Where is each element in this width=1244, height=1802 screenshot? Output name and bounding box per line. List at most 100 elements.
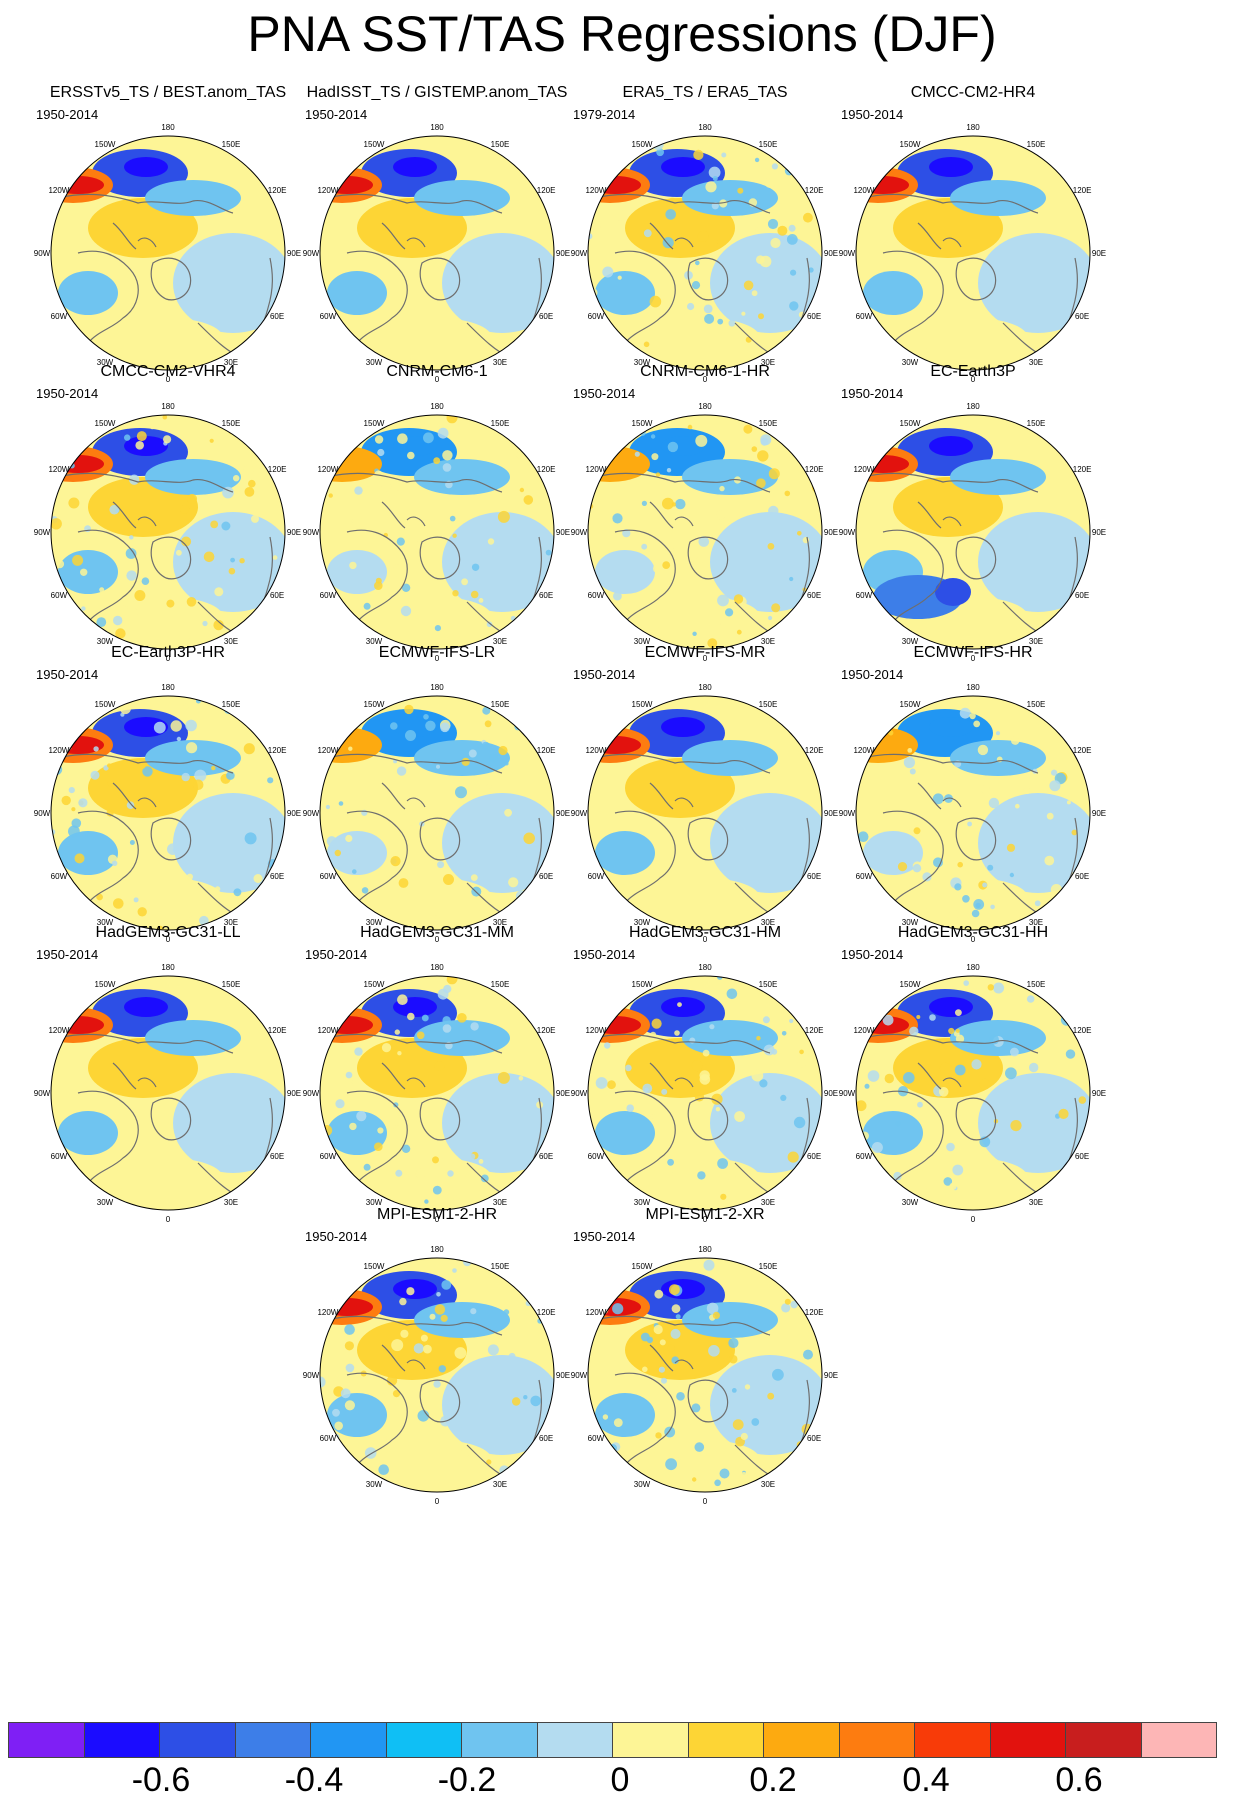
longitude-label: 30W [634,637,651,646]
polar-map: 180 150W 150E 120W 120E 90W 90E 60W 60E 30W 30E 0 [571,402,838,663]
longitude-label: 180 [698,963,712,972]
longitude-label: 180 [966,683,980,692]
anomaly-region [978,793,1090,893]
longitude-label: 90E [1092,809,1106,818]
panel-title: EC-Earth3P-HR [111,644,225,661]
anomaly-region [650,1440,760,1480]
map-panel: CMCC-CM2-HR4 1950-2014 180 150W 150E 120W 120E… [823,83,1123,403]
anomaly-region [682,459,778,495]
map-border [50,135,286,371]
longitude-label: 120E [1073,1026,1092,1035]
longitude-label: 60E [539,1434,553,1443]
map-panel: ECMWF-IFS-MR 1950-2014 180 150W 150E 120W 120E… [555,643,855,963]
polar-map: 180 150W 150E 120W 120E 90W 90E 60W 60E 30W 30E 0 [34,402,301,663]
longitude-label: 60E [539,1152,553,1161]
colorbar-box [234,1722,311,1758]
map-border [319,414,555,650]
map-field [856,976,1090,1210]
map-border [855,414,1091,650]
longitude-label: 60W [588,591,605,600]
anomaly-region [661,997,705,1017]
polar-map: 180 150W 150E 120W 120E 90W 90E 60W 60E 30W 30E 0 [571,1245,838,1506]
longitude-label: 60W [588,1152,605,1161]
longitude-label: 90W [571,528,588,537]
anomaly-region [145,1020,241,1056]
map-panel: CNRM-CM6-1 180 150W 150E 120W 120E 90W 90E 60W 60… [287,362,587,682]
panel-title: HadGEM3-GC31-HM [628,924,782,941]
longitude-label: 90W [839,809,856,818]
longitude-label: 60E [1075,312,1089,321]
anomaly-region [595,1393,655,1437]
anomaly-region [382,318,492,358]
panel-period: 1950-2014 [573,1229,636,1244]
longitude-label: 150W [900,140,921,149]
colorbar-box [1140,1722,1217,1758]
longitude-label: 120W [48,746,69,755]
longitude-label: 90E [287,528,301,537]
panel-title: ERSSTv5_TS / BEST.anom_TAS [49,84,287,101]
longitude-label: 150W [632,419,653,428]
map-field [588,415,822,649]
longitude-label: 120W [317,465,338,474]
longitude-label: 150E [222,419,241,428]
map-field [588,696,822,930]
panel-period: 1950-2014 [36,107,99,122]
anomaly-region [58,550,118,594]
longitude-label: 180 [698,123,712,132]
longitude-label: 30E [761,918,775,927]
longitude-label: 120W [585,186,606,195]
longitude-label: 90W [34,1089,51,1098]
longitude-label: 180 [430,402,444,411]
anomaly-region [442,512,554,612]
longitude-label: 150E [1027,700,1046,709]
panel-title: HadGEM3-GC31-LL [95,924,241,941]
anomaly-region [414,459,510,495]
longitude-label: 150E [491,1262,510,1271]
polar-map: 180 150W 150E 120W 120E 90W 90E 60W 60E 30W 30E 0 [571,963,838,1224]
longitude-label: 60W [320,872,337,881]
anomaly-region [595,1111,655,1155]
panel-period: 1950-2014 [36,667,99,682]
map-field [51,415,285,649]
map-panel: CNRM-CM6-1-HR 1950-2014 180 150W 150E 120W 120… [555,362,855,682]
anomaly-region [978,512,1090,612]
longitude-label: 60W [51,1152,68,1161]
longitude-label: 150E [491,140,510,149]
longitude-label: 30W [634,918,651,927]
anomaly-region [978,1073,1090,1173]
anomaly-region [327,1111,387,1155]
map-panel: HadGEM3-GC31-HM 1950-2014 180 150W 150E 120W 1… [555,923,855,1243]
longitude-label: 0 [703,935,708,944]
anomaly-region [929,997,973,1017]
longitude-label: 150E [759,700,778,709]
longitude-label: 30E [493,1480,507,1489]
longitude-label: 120E [268,746,287,755]
polar-map: 180 150W 150E 120W 120E 90W 90E 60W 60E 30W 30E 0 [34,123,301,384]
longitude-label: 120W [48,465,69,474]
anomaly-region [414,1020,510,1056]
longitude-label: 60W [588,872,605,881]
anomaly-region [124,157,168,177]
anomaly-region [382,1440,492,1480]
anomaly-region [327,831,387,875]
panel-title: EC-Earth3P [930,363,1016,380]
anomaly-region [929,717,973,737]
longitude-label: 30W [366,918,383,927]
panel-period: 1950-2014 [305,1229,368,1244]
longitude-label: 30W [902,637,919,646]
panel-title: ECMWF-IFS-HR [913,644,1033,661]
polar-map: 180 150W 150E 120W 120E 90W 90E 60W 60E 30W 30E 0 [303,683,570,944]
longitude-label: 150E [759,419,778,428]
longitude-label: 90E [556,249,570,258]
anomaly-region [393,1279,437,1299]
longitude-label: 120E [805,1026,824,1035]
map-border [855,975,1091,1211]
longitude-label: 90W [839,528,856,537]
anomaly-region [58,831,118,875]
longitude-label: 30W [634,358,651,367]
panel-title: CNRM-CM6-1-HR [640,363,770,380]
longitude-label: 0 [435,1215,440,1224]
panel-title: ECMWF-IFS-MR [644,644,766,661]
panel-period: 1950-2014 [36,947,99,962]
longitude-label: 90W [303,528,320,537]
